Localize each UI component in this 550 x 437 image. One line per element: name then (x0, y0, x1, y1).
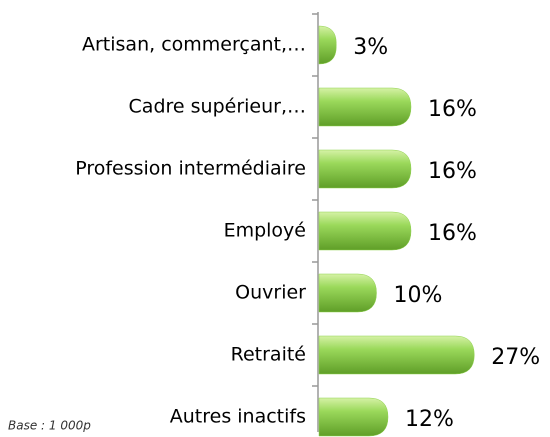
value-label: 16% (428, 159, 477, 184)
bar (318, 87, 412, 127)
category-label: Ouvrier (235, 282, 306, 304)
category-label: Artisan, commerçant,… (82, 34, 306, 56)
bar (318, 335, 475, 375)
category-label: Autres inactifs (170, 406, 306, 428)
category-label: Employé (224, 220, 306, 242)
bar (318, 397, 389, 437)
value-label: 10% (394, 283, 443, 308)
value-label: 27% (491, 345, 540, 370)
category-label: Cadre supérieur,… (129, 96, 306, 118)
annotation: Base : 1 000p (8, 419, 91, 433)
value-label: 16% (428, 97, 477, 122)
bar (318, 273, 377, 313)
category-label: Retraité (231, 344, 306, 366)
bar (318, 211, 412, 251)
value-label: 16% (428, 221, 477, 246)
bar (318, 149, 412, 189)
category-label: Profession intermédiaire (75, 158, 306, 180)
bar (318, 25, 337, 65)
value-label: 12% (405, 407, 454, 432)
value-label: 3% (353, 35, 388, 60)
